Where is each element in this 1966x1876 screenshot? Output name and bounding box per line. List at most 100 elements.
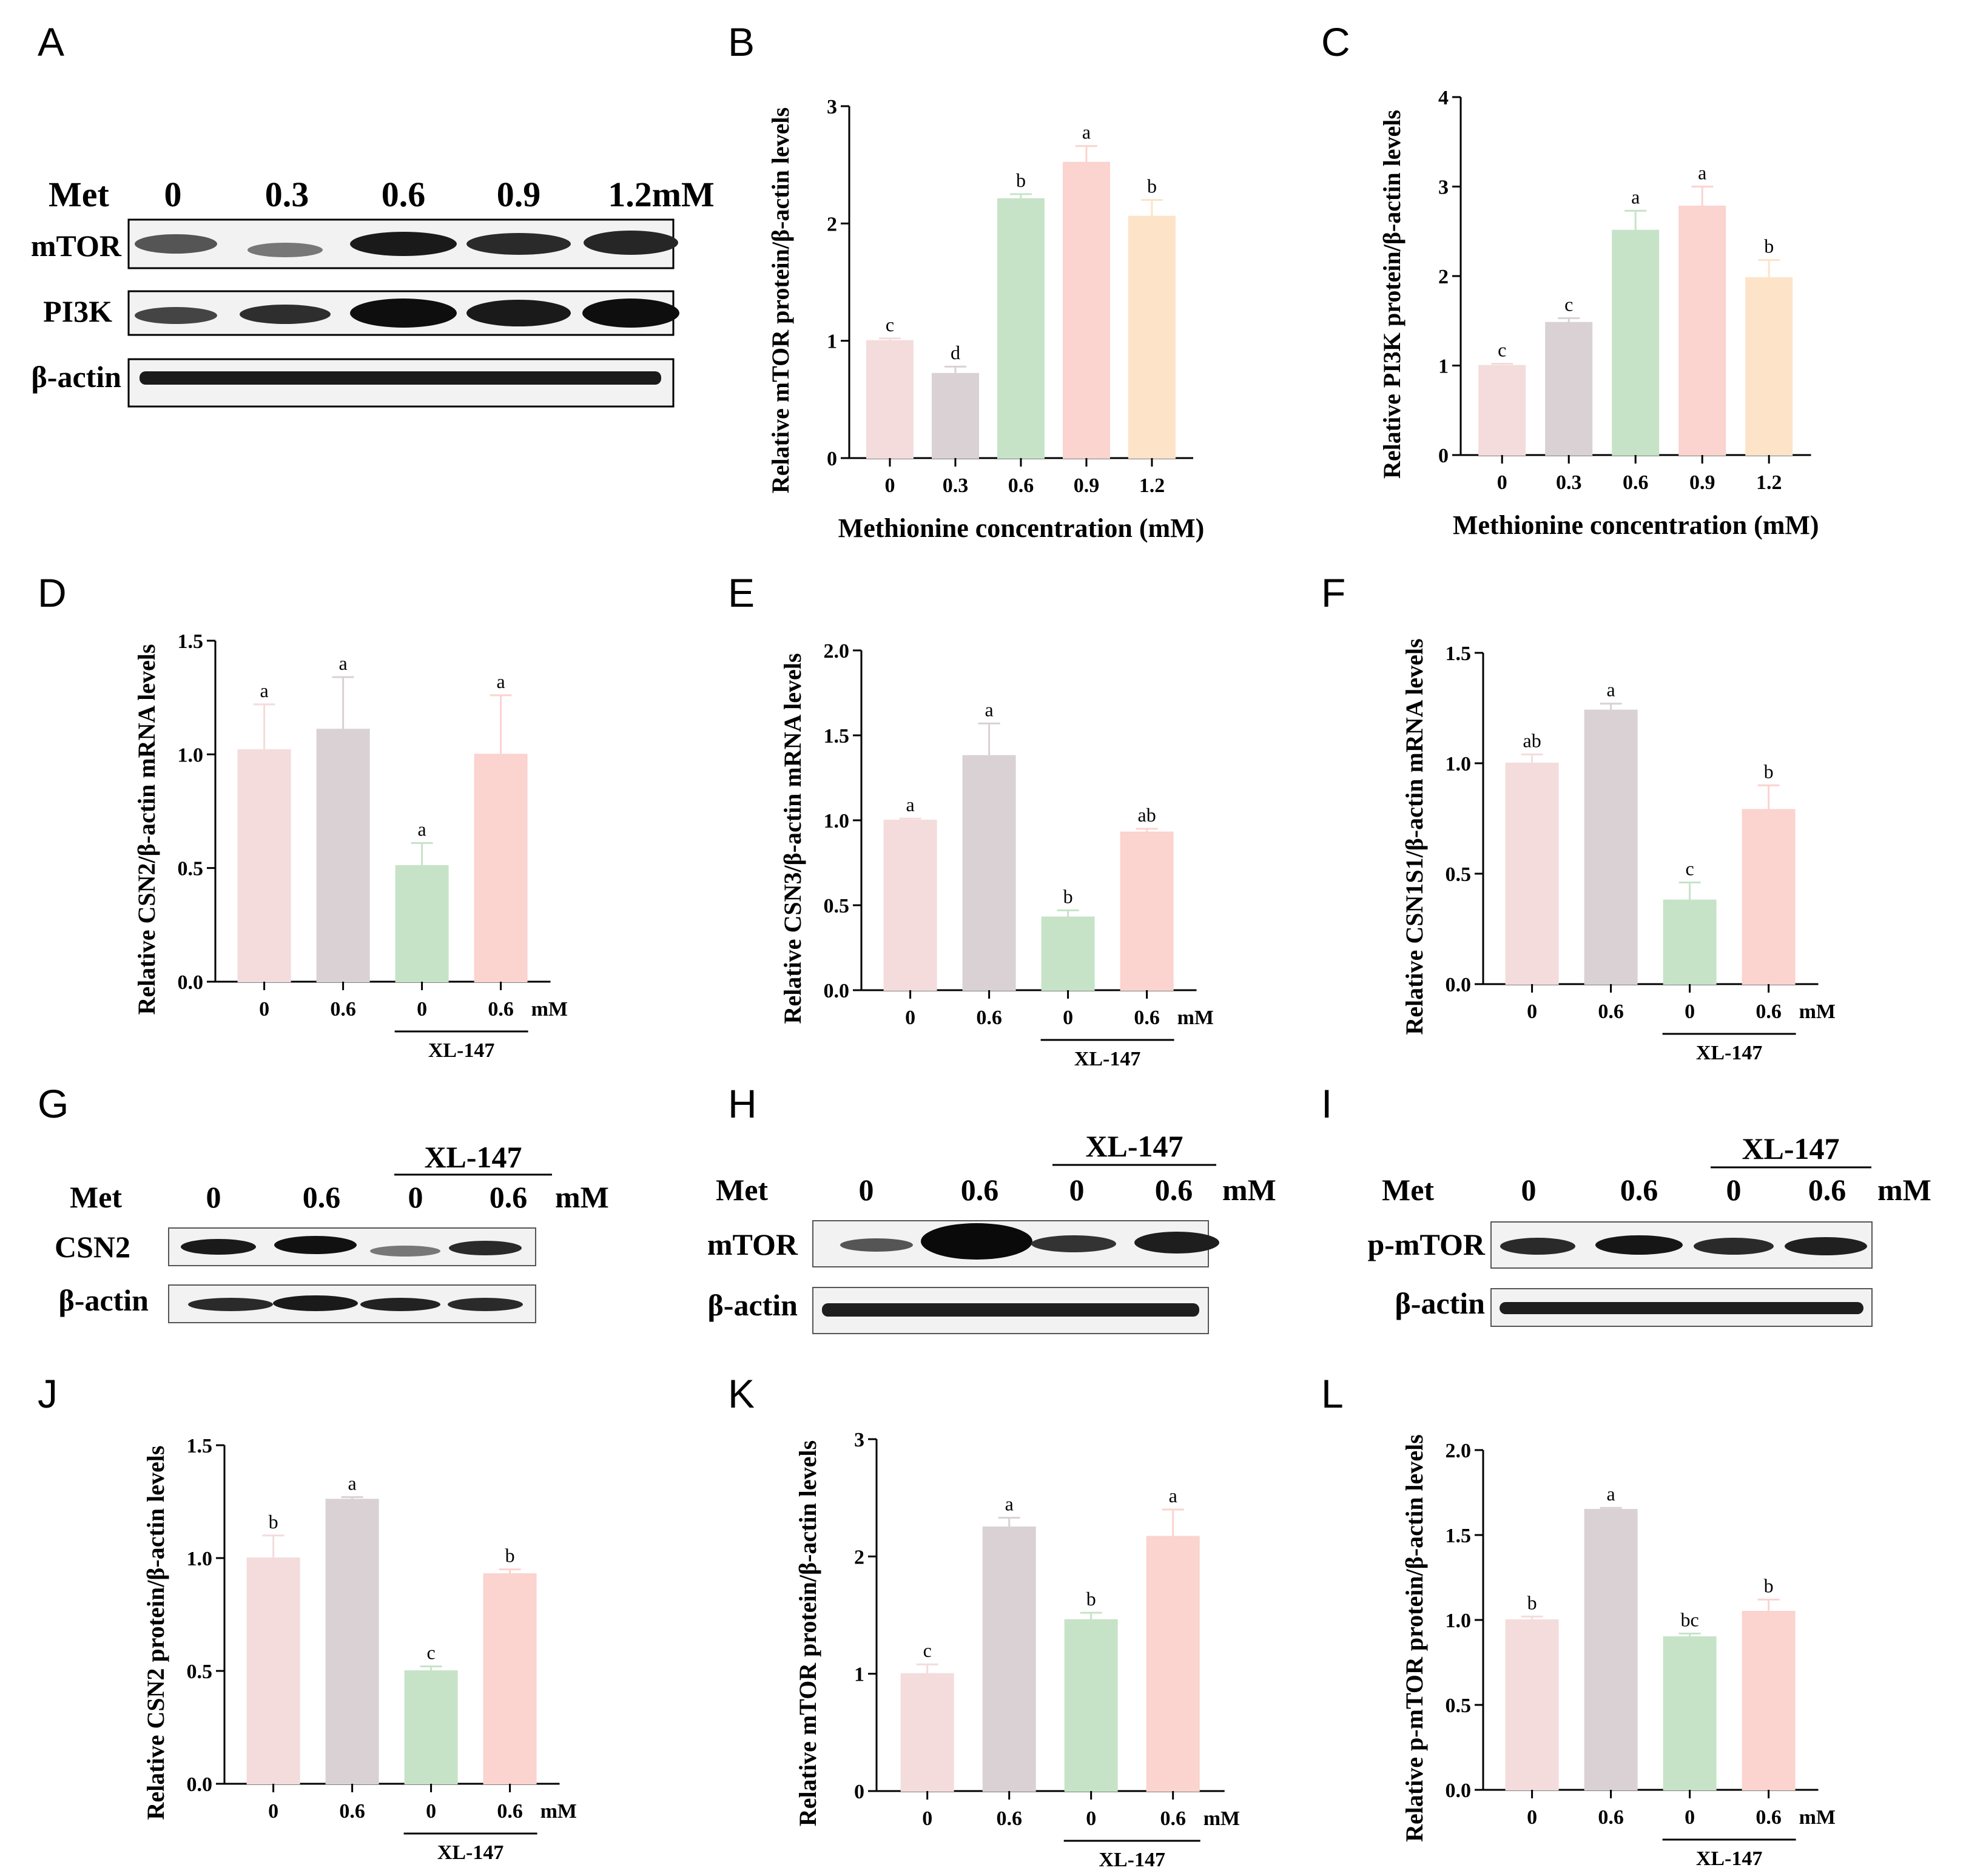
chart-f: 0.0 0.5 1.0 1.5 ab 0 a 0.6 c 0 b 0.6 mM XL-147 Relativ… xyxy=(1401,638,1836,1064)
blot-g-row-actin: β-actin xyxy=(58,1283,149,1317)
x-tick-label: 0.6 xyxy=(488,998,514,1021)
blot-h-lane-2: 0.6 xyxy=(961,1173,999,1207)
blot-i: XL-147 Met 0 0.6 0 0.6 mM p-mTOR β-actin xyxy=(1367,1132,1931,1327)
blot-g-lane-3: 0 xyxy=(408,1180,423,1214)
blot-i-lane-2: 0.6 xyxy=(1620,1173,1658,1207)
x-tick-label: 0.6 xyxy=(996,1807,1022,1830)
significance-label: a xyxy=(1631,186,1640,208)
y-tick-label: 3 xyxy=(1438,177,1449,199)
chart-k: 0 1 2 3 c 0 a 0.6 b 0 a 0.6 mM XL-147 Relative mTOR pr… xyxy=(794,1429,1240,1871)
bar xyxy=(1062,161,1110,459)
y-tick-label: 1.5 xyxy=(1446,1525,1472,1547)
bar xyxy=(1678,205,1726,456)
panel-label-l: L xyxy=(1321,1371,1344,1416)
y-tick-label: 0 xyxy=(854,1781,864,1803)
bar xyxy=(1064,1619,1118,1792)
y-tick-label: 0.5 xyxy=(178,858,204,880)
significance-label: bc xyxy=(1680,1608,1698,1630)
panel-label-h: H xyxy=(728,1081,757,1126)
y-tick-label: 0.5 xyxy=(187,1661,213,1683)
x-tick-label: 0.9 xyxy=(1689,471,1715,494)
y-tick-label: 1.5 xyxy=(178,630,204,653)
y-tick-label: 1.5 xyxy=(187,1435,213,1457)
blot-i-unit: mM xyxy=(1877,1173,1931,1207)
blot-h-row-actin: β-actin xyxy=(707,1288,798,1322)
blot-g-met-label: Met xyxy=(70,1180,122,1214)
bar xyxy=(1742,809,1796,985)
blot-h-group-label: XL-147 xyxy=(1085,1129,1183,1163)
bar xyxy=(866,340,914,459)
chart-e: 0.0 0.5 1.0 1.5 2.0 a 0 a 0.6 b 0 ab 0.6 mM XL-147 Rela… xyxy=(779,640,1214,1070)
panel-label-e: E xyxy=(728,570,755,615)
bar xyxy=(1663,1636,1717,1790)
y-tick-label: 1.5 xyxy=(824,725,850,747)
bar xyxy=(1745,277,1793,456)
bar xyxy=(1612,229,1660,456)
significance-label: b xyxy=(1764,1574,1774,1596)
blot-a: Met 0 0.3 0.6 0.9 1.2mM mTOR PI3K β-acti… xyxy=(31,175,715,408)
bar xyxy=(237,749,291,982)
y-tick-label: 1.0 xyxy=(187,1548,213,1570)
x-tick-label: 1.2 xyxy=(1756,471,1782,494)
blot-i-met-label: Met xyxy=(1382,1173,1434,1207)
significance-label: b xyxy=(269,1511,278,1533)
bar xyxy=(1128,215,1176,459)
bar xyxy=(1505,763,1559,985)
blot-i-lane-1: 0 xyxy=(1521,1173,1537,1207)
y-tick-label: 1.0 xyxy=(824,810,850,832)
y-tick-label: 1 xyxy=(854,1664,864,1686)
y-tick-label: 1.0 xyxy=(1446,1610,1472,1632)
x-tick-label: 0.6 xyxy=(976,1007,1002,1029)
bar xyxy=(1663,899,1717,985)
x-tick-label: 0.6 xyxy=(497,1800,523,1823)
chart-c: 0 1 2 3 4 c 0 c 0.3 a 0.6 a 0.9 b 1.2 Methionine concen… xyxy=(1378,87,1819,540)
y-tick-label: 4 xyxy=(1438,87,1449,109)
panel-label-f: F xyxy=(1321,570,1345,615)
y-tick-label: 0.5 xyxy=(824,895,850,917)
y-tick-label: 0.0 xyxy=(824,980,850,1002)
bar xyxy=(395,865,449,983)
significance-label: a xyxy=(417,818,426,840)
significance-label: d xyxy=(951,342,960,363)
y-tick-label: 0.0 xyxy=(178,971,204,994)
blot-a-lane-2: 0.3 xyxy=(265,175,309,214)
blot-h-met-label: Met xyxy=(716,1173,768,1207)
blot-h-lane-3: 0 xyxy=(1069,1173,1085,1207)
blot-i-lane-4: 0.6 xyxy=(1808,1173,1846,1207)
significance-label: c xyxy=(923,1639,932,1661)
blot-g-unit: mM xyxy=(555,1180,609,1214)
y-tick-label: 2 xyxy=(854,1546,864,1568)
group-label: XL-147 xyxy=(1099,1849,1165,1871)
panel-label-d: D xyxy=(38,570,67,615)
x-tick-label: 0 xyxy=(1497,471,1507,494)
x-tick-label: 0 xyxy=(1685,1806,1695,1829)
y-tick-label: 2 xyxy=(1438,266,1449,288)
blot-a-row-actin: β-actin xyxy=(31,360,121,394)
bar xyxy=(474,754,528,983)
significance-label: b xyxy=(505,1545,515,1567)
significance-label: c xyxy=(1564,293,1573,315)
bar xyxy=(997,198,1045,459)
bar xyxy=(325,1499,379,1785)
x-tick-label: 0 xyxy=(1685,1000,1695,1023)
x-tick-label: 0 xyxy=(426,1800,436,1823)
x-tick-label: 0 xyxy=(259,998,269,1021)
blot-g-lane-1: 0 xyxy=(206,1180,221,1214)
x-tick-label: 0.6 xyxy=(1756,1000,1782,1023)
significance-label: b xyxy=(1147,175,1157,197)
y-axis-title: Relative mTOR protein/β-actin levels xyxy=(767,107,794,493)
y-axis-title: Relative CSN2/β-actin mRNA levels xyxy=(133,644,160,1015)
panel-label-a: A xyxy=(38,19,64,64)
y-tick-label: 2.0 xyxy=(824,640,850,663)
x-tick-label: 0 xyxy=(268,1800,278,1823)
significance-label: a xyxy=(1169,1485,1177,1507)
panel-label-b: B xyxy=(728,19,755,64)
blot-g-lane-4: 0.6 xyxy=(490,1180,528,1214)
y-tick-label: 0.0 xyxy=(187,1773,213,1796)
x-tick-label: 0 xyxy=(1527,1806,1537,1829)
significance-label: c xyxy=(886,314,894,336)
x-tick-label: 0 xyxy=(417,998,427,1021)
significance-label: a xyxy=(338,652,347,674)
blot-g-group-label: XL-147 xyxy=(424,1140,522,1174)
